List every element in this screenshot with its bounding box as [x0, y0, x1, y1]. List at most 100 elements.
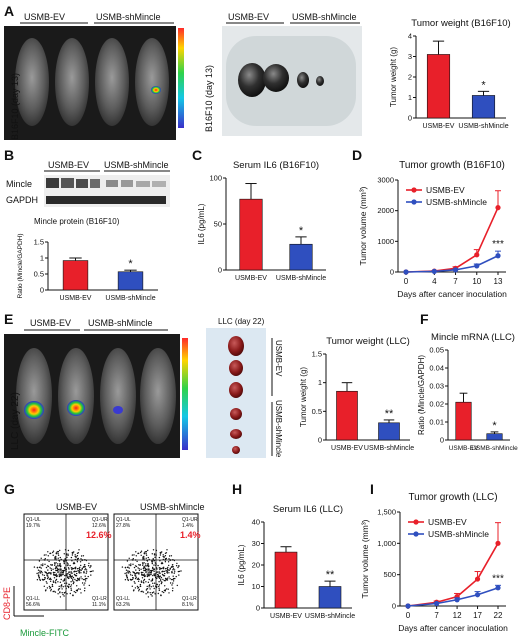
flow-event-dot [168, 564, 170, 567]
flow-event-dot [166, 567, 168, 570]
flow-event-dot [51, 583, 54, 586]
flow-event-dot [60, 584, 63, 586]
flow-event-dot [63, 553, 65, 555]
flow-event-dot [125, 572, 128, 574]
flow-event-dot [125, 574, 128, 576]
flow-event-dot [160, 576, 163, 579]
flow-event-dot [136, 560, 138, 563]
flow-event-dot [48, 585, 51, 588]
x-category-label: USMB-shMincle [471, 445, 518, 452]
flow-event-dot [62, 571, 64, 573]
data-point [434, 600, 440, 607]
flow-event-dot [45, 571, 47, 574]
y-tick-label: 20 [252, 561, 260, 570]
flow-event-dot [168, 592, 170, 594]
flow-event-dot [121, 566, 124, 568]
flow-event-dot [163, 566, 165, 568]
g-right-q1lr-value: 8.1% [182, 602, 194, 608]
flow-event-dot [56, 567, 58, 570]
flow-event-dot [174, 577, 176, 580]
flow-event-dot [161, 570, 164, 572]
flow-event-dot [70, 581, 72, 583]
g-right-q1ul-value: 27.8% [116, 523, 131, 529]
flow-event-dot [78, 549, 80, 551]
a-mouse-side-label: B16F10 (day 13) [10, 73, 20, 140]
flow-event-dot [47, 551, 49, 553]
x-tick-label: 0 [404, 277, 409, 286]
flow-event-dot [39, 571, 41, 573]
data-point [495, 205, 501, 211]
flow-event-dot [33, 566, 36, 568]
flow-event-dot [138, 588, 140, 591]
flow-event-dot [52, 551, 54, 554]
flow-event-dot [142, 567, 145, 570]
y-tick-label: 0 [218, 266, 222, 275]
y-tick-label: 1,000 [377, 539, 396, 548]
x-axis-label: Days after cancer inoculation [398, 623, 508, 633]
flow-event-dot [175, 565, 178, 567]
flow-event-dot [129, 572, 131, 574]
flow-event-dot [76, 572, 78, 575]
g-right-q1ll-value: 63.2% [116, 602, 131, 608]
flow-event-dot [144, 569, 146, 572]
flow-event-dot [58, 575, 61, 578]
y-tick-label: 1.5 [34, 238, 44, 247]
flow-event-dot [162, 578, 164, 581]
flow-event-dot [83, 584, 85, 586]
d-growth-chart: Tumor growth (B16F10) 0 1000 2000 3000 0 4 7 10 1… [358, 160, 507, 299]
flow-event-dot [41, 574, 44, 576]
flow-event-dot [167, 569, 169, 571]
y-tick-label: 3000 [377, 176, 394, 185]
flow-event-dot [134, 582, 136, 584]
flow-event-dot [55, 562, 57, 564]
flow-event-dot [69, 576, 71, 578]
g-right-q1ur-value: 1.4% [182, 523, 194, 529]
y-tick-label: 0.5 [312, 407, 322, 416]
significance-mark: * [128, 258, 133, 270]
bar-shmincle [471, 95, 496, 119]
b-blot-header-ev: USMB-EV [48, 160, 89, 170]
flow-event-dot [147, 569, 149, 571]
bar-shmincle [117, 271, 144, 291]
flow-event-dot [52, 571, 55, 574]
flow-event-dot [57, 557, 59, 559]
flow-event-dot [172, 580, 175, 582]
flow-event-dot [155, 549, 158, 552]
flow-event-dot [168, 572, 170, 574]
flow-event-dot [172, 559, 174, 561]
flow-event-dot [148, 584, 151, 586]
flow-event-dot [66, 585, 69, 587]
flow-event-dot [132, 577, 134, 579]
flow-event-dot [155, 553, 157, 555]
flow-event-dot [131, 574, 133, 577]
data-point [474, 592, 481, 598]
g-left-q1ul-label: Q1-UL [26, 517, 41, 523]
i-growth-chart: Tumor growth (LLC) 0 500 1,000 1,500 0 7 12 17 22… [360, 492, 508, 633]
flow-event-dot [73, 562, 76, 565]
flow-event-dot [170, 555, 173, 557]
legend-marker [411, 199, 417, 205]
flow-event-dot [66, 593, 68, 595]
x-category-label: USMB-EV [270, 613, 302, 620]
flow-event-dot [131, 559, 133, 561]
flow-event-dot [84, 587, 86, 589]
flow-event-dot [171, 564, 174, 566]
flow-event-dot [61, 569, 63, 572]
y-tick-label: 0 [408, 114, 412, 123]
flow-event-dot [46, 572, 48, 575]
flow-event-dot [84, 559, 86, 561]
flow-event-dot [153, 560, 156, 562]
e-mice-header-ev: USMB-EV [30, 318, 71, 328]
panel-label-f: F [420, 311, 429, 327]
flow-event-dot [133, 571, 135, 574]
flow-event-dot [46, 577, 49, 580]
flow-event-dot [78, 570, 81, 572]
chart-title: Tumor weight (B16F10) [411, 18, 510, 29]
g-flow-plot-right [113, 513, 199, 611]
g-left-q1ll-value: 56.6% [26, 602, 41, 608]
flow-event-dot [134, 587, 137, 589]
flow-event-dot [82, 555, 85, 557]
flow-event-dot [54, 556, 56, 558]
flow-event-dot [72, 551, 74, 554]
flow-event-dot [67, 573, 69, 575]
